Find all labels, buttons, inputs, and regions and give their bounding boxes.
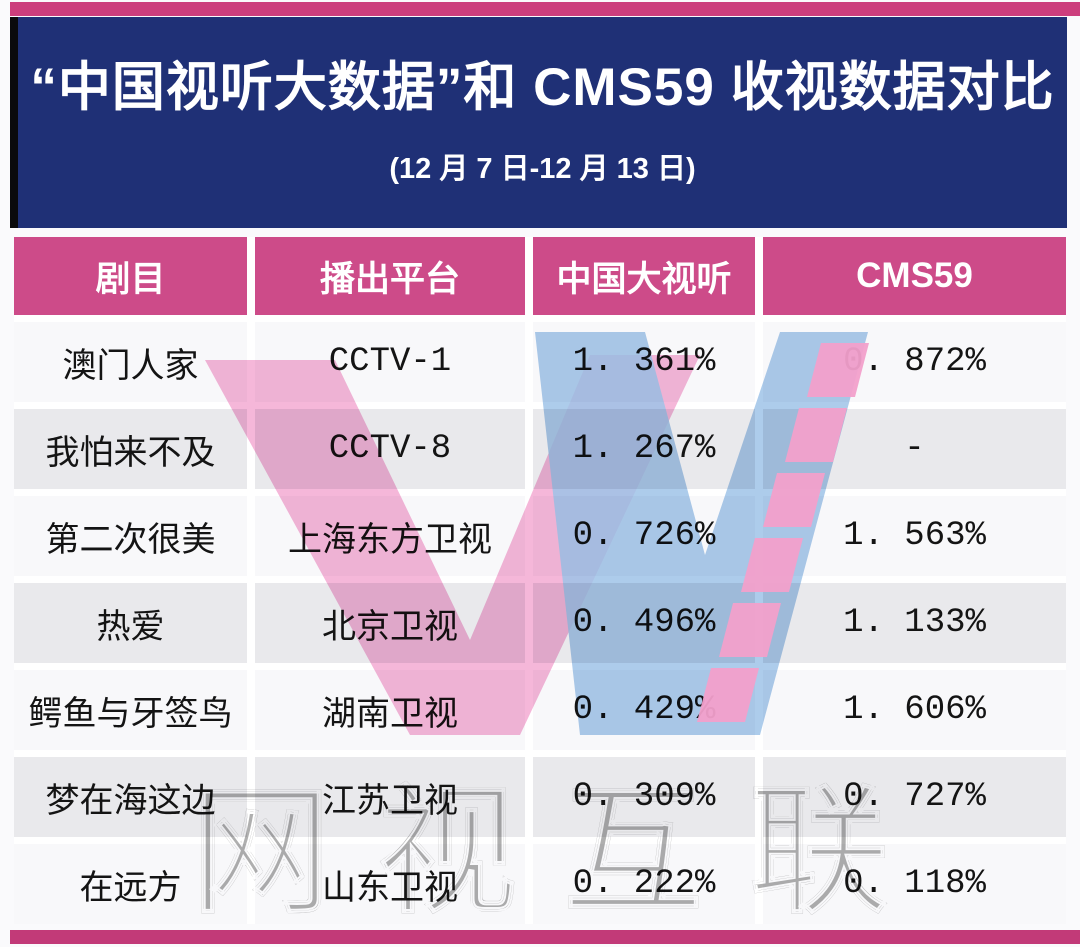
table-cell-cms59: 1. 606% bbox=[763, 670, 1066, 750]
table-cell-show: 在远方 bbox=[14, 844, 247, 924]
table-cell-cms59: 1. 563% bbox=[763, 496, 1066, 576]
table-cell-show: 第二次很美 bbox=[14, 496, 247, 576]
table-cell-cms59: 1. 133% bbox=[763, 583, 1066, 663]
table-cell-cms59: 0. 727% bbox=[763, 757, 1066, 837]
table-cell-cvb: 0. 726% bbox=[533, 496, 755, 576]
table-cell-cms59: 0. 872% bbox=[763, 322, 1066, 402]
table-cell-platform: 山东卫视 bbox=[255, 844, 525, 924]
table-cell-platform: 上海东方卫视 bbox=[255, 496, 525, 576]
table-cell-platform: 湖南卫视 bbox=[255, 670, 525, 750]
table-cell-show: 梦在海这边 bbox=[14, 757, 247, 837]
column-header-cvb: 中国大视听 bbox=[533, 237, 755, 315]
table-cell-cvb: 0. 429% bbox=[533, 670, 755, 750]
page-subtitle: (12 月 7 日-12 月 13 日) bbox=[389, 152, 696, 185]
table-cell-cvb: 0. 496% bbox=[533, 583, 755, 663]
table-cell-platform: 江苏卫视 bbox=[255, 757, 525, 837]
table-cell-cms59: 0. 118% bbox=[763, 844, 1066, 924]
table-cell-cvb: 1. 361% bbox=[533, 322, 755, 402]
table-cell-show: 热爱 bbox=[14, 583, 247, 663]
table-cell-show: 鳄鱼与牙签鸟 bbox=[14, 670, 247, 750]
table-cell-show: 澳门人家 bbox=[14, 322, 247, 402]
table-cell-cvb: 0. 222% bbox=[533, 844, 755, 924]
table-cell-platform: CCTV-1 bbox=[255, 322, 525, 402]
table-cell-show: 我怕来不及 bbox=[14, 409, 247, 489]
table-cell-cvb: 0. 309% bbox=[533, 757, 755, 837]
table-cell-platform: CCTV-8 bbox=[255, 409, 525, 489]
column-header-show: 剧目 bbox=[14, 237, 247, 315]
table-cell-cvb: 1. 267% bbox=[533, 409, 755, 489]
page-title: “中国视听大数据”和 CMS59 收视数据对比 bbox=[30, 58, 1055, 118]
top-accent-bar bbox=[10, 2, 1080, 16]
ratings-comparison-table: 剧目 播出平台 中国大视听 CMS59 澳门人家 CCTV-1 1. 361% … bbox=[14, 237, 1066, 924]
column-header-cms59: CMS59 bbox=[763, 237, 1066, 315]
table-cell-platform: 北京卫视 bbox=[255, 583, 525, 663]
bottom-accent-bar bbox=[10, 930, 1080, 944]
table-cell-cms59: - bbox=[763, 409, 1066, 489]
title-panel: “中国视听大数据”和 CMS59 收视数据对比 (12 月 7 日-12 月 1… bbox=[10, 17, 1067, 228]
column-header-platform: 播出平台 bbox=[255, 237, 525, 315]
